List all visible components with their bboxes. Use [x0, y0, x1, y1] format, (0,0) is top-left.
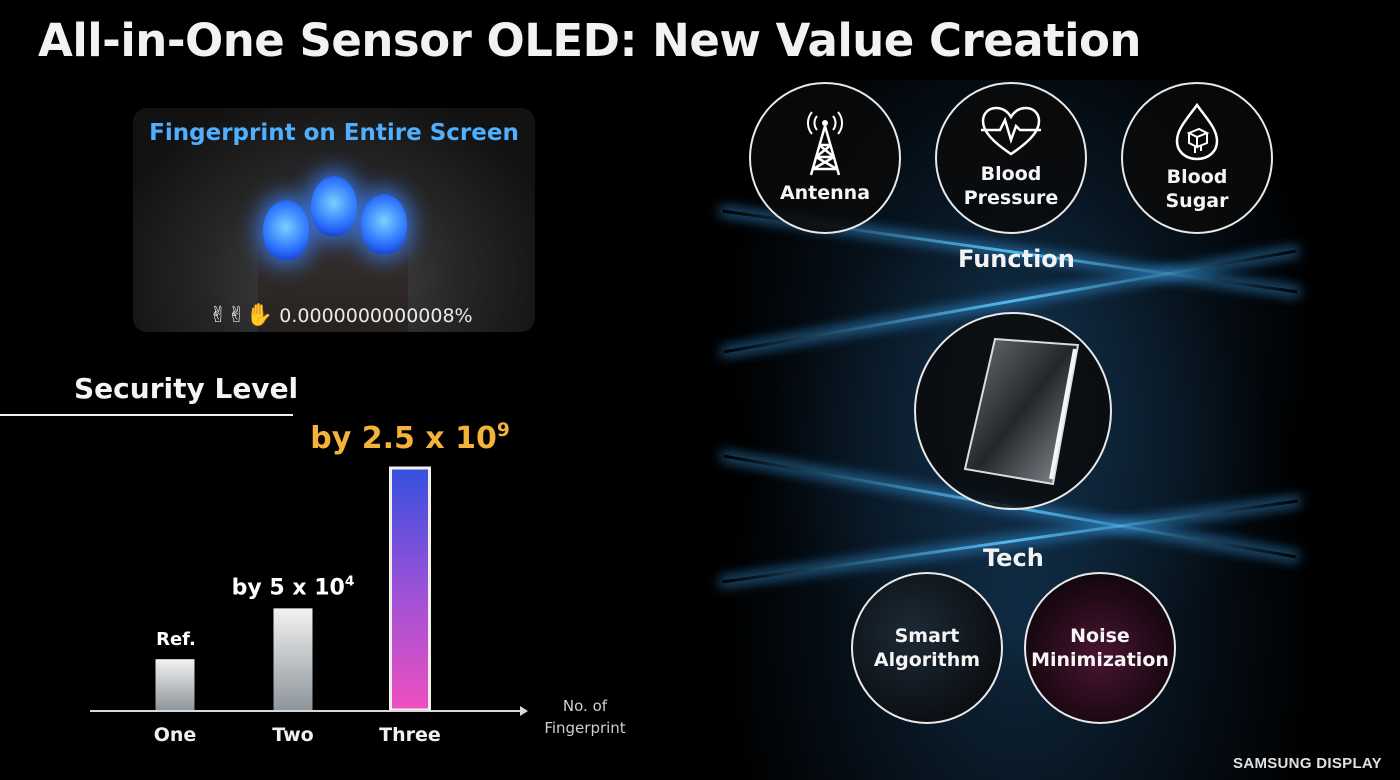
antenna-icon	[807, 111, 843, 176]
fingertip-glow	[263, 200, 309, 260]
tech-noise-minimization-circle: Noise Minimization	[1024, 572, 1176, 724]
blood-sugar-label-line2: Sugar	[1165, 190, 1229, 212]
noise-minimization-label-line1: Noise	[1070, 625, 1130, 647]
tick-label-two: Two	[272, 724, 313, 746]
hand-gesture-icon: ✌✌✋	[209, 303, 274, 328]
noise-minimization-label-line2: Minimization	[1031, 649, 1169, 671]
blood-pressure-label-line2: Pressure	[963, 187, 1059, 209]
blood-pressure-label-line1: Blood	[980, 163, 1042, 185]
security-bar-chart: Ref. by 5 x 104 by 2.5 x 109 One Two Three N…	[90, 420, 626, 746]
x-axis-label-line2: Fingerprint	[544, 719, 625, 737]
x-axis-arrow	[520, 706, 528, 716]
oled-panel-circle	[914, 312, 1112, 510]
fingerprint-card: Fingerprint on Entire Screen ✌✌✋ 0.00000…	[133, 108, 535, 332]
antenna-label: Antenna	[779, 182, 871, 204]
blood-sugar-label-line1: Blood	[1166, 166, 1228, 188]
fingertip-glow	[311, 176, 357, 236]
function-antenna-circle: Antenna	[749, 82, 901, 234]
security-level-label: Security Level	[74, 372, 299, 405]
smart-algorithm-label-line2: Algorithm	[873, 649, 981, 671]
function-blood-pressure-circle: Blood Pressure	[935, 82, 1087, 234]
brand-logo-text: SAMSUNG DISPLAY	[1233, 755, 1382, 772]
tick-label-one: One	[154, 724, 197, 746]
heart-pulse-icon	[981, 106, 1041, 156]
tick-label-three: Three	[379, 724, 441, 746]
false-match-rate: ✌✌✋ 0.0000000000008%	[209, 303, 473, 328]
bar-three	[389, 466, 431, 712]
fingerprint-card-title: Fingerprint on Entire Screen	[149, 120, 519, 146]
data-label-three: by 2.5 x 109	[310, 420, 510, 456]
security-level-underline	[0, 414, 293, 416]
x-axis-label-line1: No. of	[563, 697, 608, 715]
smart-algorithm-label-line1: Smart	[894, 625, 960, 647]
slide-title: All-in-One Sensor OLED: New Value Creati…	[38, 14, 1141, 67]
data-label-one: Ref.	[156, 629, 196, 650]
function-label: Function	[958, 245, 1075, 273]
bar-one	[155, 659, 195, 710]
false-match-rate-value: 0.0000000000008%	[279, 304, 473, 327]
tech-label: Tech	[983, 544, 1044, 572]
oled-panel-icon	[963, 337, 1080, 486]
tech-smart-algorithm-circle: Smart Algorithm	[851, 572, 1003, 724]
fingertip-glow	[361, 194, 407, 254]
sugar-drop-icon	[1175, 103, 1219, 161]
bar-two	[273, 608, 313, 710]
data-label-two: by 5 x 104	[232, 574, 355, 601]
function-blood-sugar-circle: Blood Sugar	[1121, 82, 1273, 234]
